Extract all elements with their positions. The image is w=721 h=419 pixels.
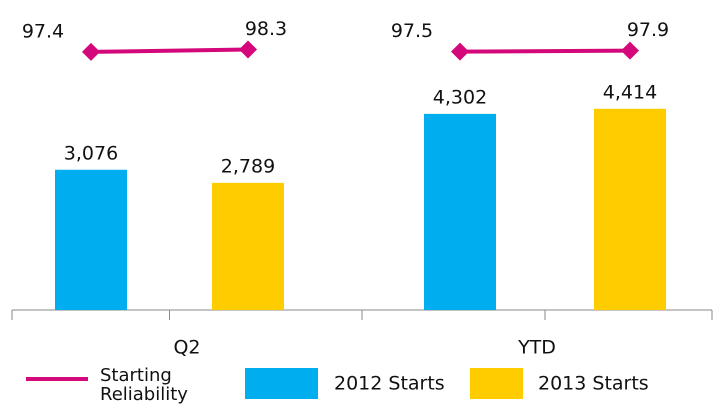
bar xyxy=(55,169,127,310)
legend-label: Starting Reliability xyxy=(100,366,188,405)
legend-text-wrap: Starting Reliability xyxy=(100,366,188,405)
legend: Starting Reliability 2012 Starts 2013 St… xyxy=(26,366,649,405)
line-marker xyxy=(239,40,257,59)
legend-label: 2013 Starts xyxy=(538,373,649,395)
legend-swatch xyxy=(470,368,523,399)
data-label: 4,302 xyxy=(433,86,487,108)
data-label: 4,414 xyxy=(603,81,657,103)
bar xyxy=(424,113,496,310)
legend-label: 2012 Starts xyxy=(334,373,445,395)
x-axis-label: Q2 xyxy=(173,337,200,359)
data-label: 97.4 xyxy=(22,20,64,42)
data-label: 3,076 xyxy=(64,142,118,164)
line-marker xyxy=(451,42,469,61)
line xyxy=(90,47,249,54)
data-label: 98.3 xyxy=(245,18,287,40)
data-label: 2,789 xyxy=(221,155,275,177)
line xyxy=(459,48,631,54)
data-label: 97.5 xyxy=(391,20,433,42)
line-marker xyxy=(82,42,100,61)
legend-swatch xyxy=(245,368,318,399)
bar xyxy=(212,182,284,310)
line-marker xyxy=(621,41,639,60)
x-axis-label: YTD xyxy=(517,337,556,359)
data-label: 97.9 xyxy=(627,19,669,41)
bar xyxy=(594,108,666,310)
